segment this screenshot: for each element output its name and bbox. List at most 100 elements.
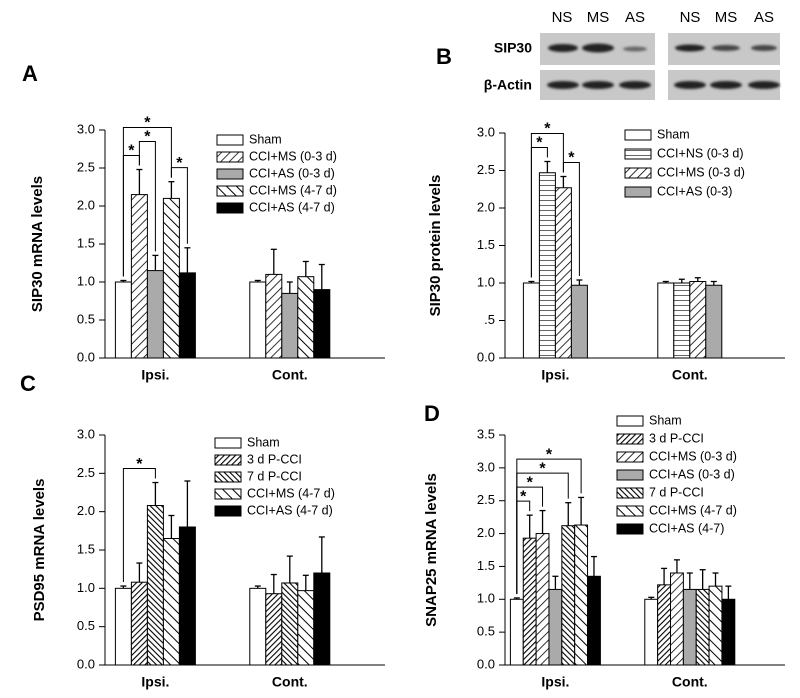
y-axis-label: SIP30 mRNA levels xyxy=(29,176,46,312)
bar xyxy=(146,505,164,666)
bar xyxy=(561,525,576,666)
y-tick-label: 0.5 xyxy=(77,618,95,633)
x-tick-label: Cont. xyxy=(272,367,308,383)
sig-label: * xyxy=(536,135,543,152)
bar xyxy=(249,281,267,359)
legend-label: CCI+MS (4-7 d) xyxy=(249,183,337,197)
bar xyxy=(265,273,283,359)
legend-label: CCI+MS (4-7 d) xyxy=(649,503,737,517)
panel-letter: D xyxy=(424,401,440,426)
legend-swatch xyxy=(624,167,652,179)
y-tick-label: 1.0 xyxy=(77,273,95,288)
bar xyxy=(673,282,691,359)
y-tick-label: 0.5 xyxy=(77,311,95,326)
panel-letter: A xyxy=(22,61,38,86)
x-tick-label: Cont. xyxy=(272,674,308,690)
y-tick-label: 1.0 xyxy=(77,580,95,595)
y-tick-label: 1.5 xyxy=(477,558,495,573)
y-tick-label: 2.5 xyxy=(477,162,495,177)
bar xyxy=(162,538,180,666)
sig-bracket xyxy=(530,133,564,278)
bar xyxy=(657,282,675,359)
y-tick-label: 0.0 xyxy=(477,656,495,671)
legend-swatch xyxy=(216,168,244,180)
bar xyxy=(695,588,710,666)
bar xyxy=(682,588,697,666)
legend-swatch xyxy=(624,148,652,160)
blot-row-label: β-Actin xyxy=(484,77,532,93)
y-tick-label: 2.5 xyxy=(477,492,495,507)
lane-label: NS xyxy=(552,9,573,26)
bar xyxy=(162,197,180,359)
bar xyxy=(313,572,331,666)
y-axis-label: PSD95 mRNA levels xyxy=(31,479,48,622)
y-tick-label: 2.0 xyxy=(477,199,495,214)
x-tick-label: Ipsi. xyxy=(541,674,569,690)
lane-label: AS xyxy=(754,9,774,26)
legend-label: CCI+MS (0-3 d) xyxy=(657,165,745,179)
legend-swatch xyxy=(616,433,644,445)
legend-swatch xyxy=(616,451,644,463)
legend-swatch xyxy=(216,134,244,146)
bar xyxy=(644,598,659,666)
bar xyxy=(522,282,540,359)
legend-label: CCI+NS (0-3 d) xyxy=(657,146,743,160)
bar xyxy=(114,587,132,666)
sig-bracket xyxy=(122,468,156,583)
x-tick-label: Ipsi. xyxy=(141,367,169,383)
bar xyxy=(554,187,572,359)
y-tick-label: 0.0 xyxy=(477,349,495,364)
y-tick-label: 3.5 xyxy=(477,426,495,441)
bar xyxy=(297,590,315,666)
legend-swatch xyxy=(214,437,242,449)
bar xyxy=(297,276,315,359)
legend-label: CCI+AS (4-7 d) xyxy=(249,200,335,214)
legend-label: Sham xyxy=(657,127,690,141)
sig-label: * xyxy=(539,460,546,477)
bar xyxy=(509,598,524,666)
legend-swatch xyxy=(624,186,652,198)
bar xyxy=(708,585,723,666)
legend-swatch xyxy=(214,454,242,466)
y-tick-label: 1.5 xyxy=(77,541,95,556)
bar xyxy=(114,281,132,359)
legend-swatch xyxy=(216,151,244,163)
bar xyxy=(657,584,672,666)
bar xyxy=(178,526,196,666)
legend-swatch xyxy=(616,415,644,427)
sig-bracket xyxy=(138,141,156,252)
y-tick-label: 2.5 xyxy=(77,465,95,480)
bar xyxy=(313,289,331,359)
legend-swatch xyxy=(616,505,644,517)
x-tick-label: Ipsi. xyxy=(541,367,569,383)
bar xyxy=(705,284,723,359)
lane-label: MS xyxy=(587,9,610,26)
blot-image xyxy=(540,33,780,100)
legend-label: Sham xyxy=(649,413,682,427)
sig-label: * xyxy=(544,121,551,138)
panel-letter: C xyxy=(20,371,36,396)
legend-label: 7 d P-CCI xyxy=(649,485,704,499)
bar xyxy=(281,582,299,666)
y-axis-label: SIP30 protein levels xyxy=(427,175,444,317)
sig-label: * xyxy=(520,488,527,505)
legend-label: CCI+AS (4-7) xyxy=(649,521,724,535)
y-tick-label: 1.5 xyxy=(477,237,495,252)
sig-label: * xyxy=(144,115,151,132)
lane-label: MS xyxy=(715,9,738,26)
bar xyxy=(721,598,736,666)
y-tick-label: 1.0 xyxy=(477,591,495,606)
legend-label: CCI+MS (4-7 d) xyxy=(247,486,335,500)
bar xyxy=(265,593,283,666)
x-tick-label: Cont. xyxy=(672,674,708,690)
legend-swatch xyxy=(216,185,244,197)
bar xyxy=(249,587,267,666)
bar xyxy=(281,292,299,359)
y-tick-label: 0.0 xyxy=(77,349,95,364)
y-tick-label: 2.0 xyxy=(477,525,495,540)
y-tick-label: 3.0 xyxy=(477,124,495,139)
legend-label: Sham xyxy=(249,132,282,146)
legend-swatch xyxy=(616,487,644,499)
bar xyxy=(689,281,707,359)
